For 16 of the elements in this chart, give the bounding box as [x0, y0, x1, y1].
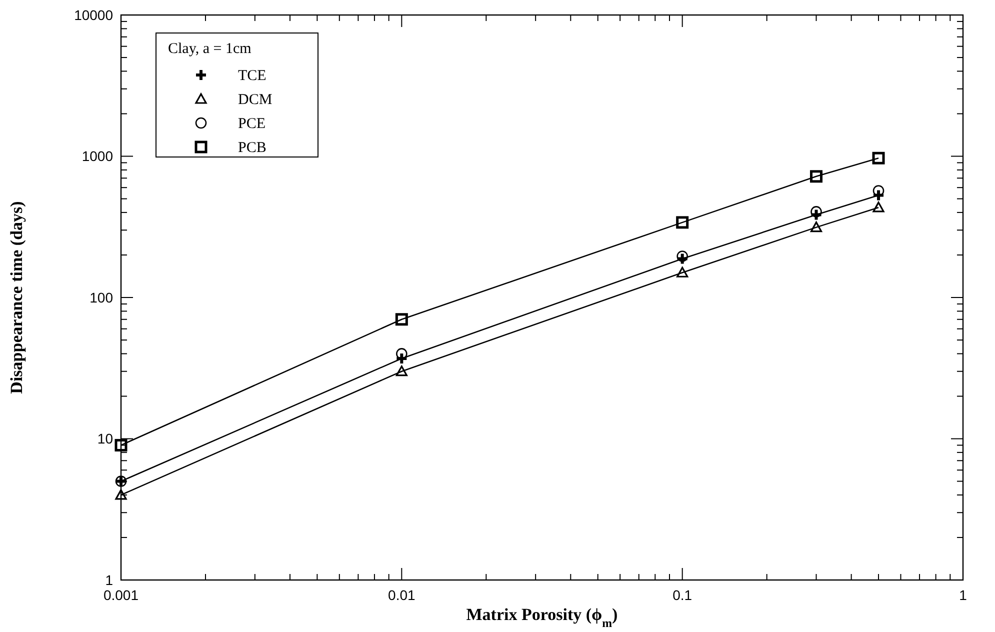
- legend-label: PCB: [238, 140, 266, 156]
- x-tick-label: 0.001: [103, 587, 139, 603]
- y-tick-label: 100: [90, 289, 114, 306]
- legend-title: Clay, a = 1cm: [168, 41, 252, 57]
- legend-label: DCM: [238, 92, 272, 108]
- y-tick-label: 1: [105, 572, 114, 588]
- y-tick-label: 10: [97, 430, 114, 447]
- x-tick-label: 0.1: [672, 587, 692, 603]
- x-axis-title: Matrix Porosity (ϕ$_{m}$): [466, 605, 618, 630]
- y-tick-label: 10000: [74, 6, 114, 23]
- y-axis-title: Disappearance time (days): [7, 201, 26, 394]
- x-tick-label: 0.01: [388, 587, 416, 603]
- legend-label: TCE: [238, 68, 266, 84]
- y-tick-label: 1000: [82, 148, 114, 164]
- x-tick-label: 1: [959, 587, 968, 603]
- legend-label: PCE: [238, 116, 266, 132]
